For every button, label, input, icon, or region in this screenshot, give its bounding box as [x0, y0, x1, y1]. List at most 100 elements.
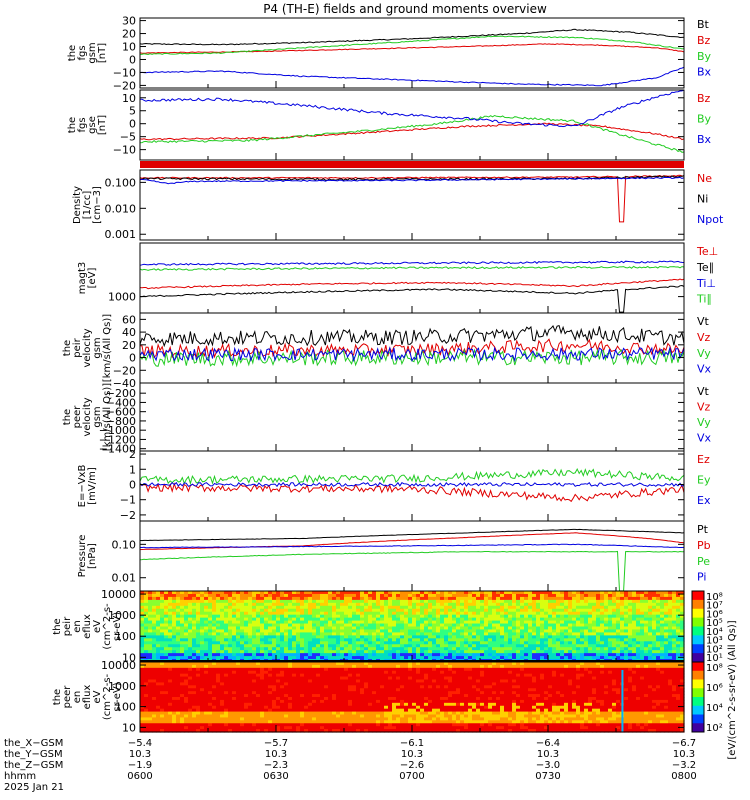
heatmap-cell — [660, 647, 665, 651]
heatmap-cell — [204, 602, 209, 607]
heatmap-cell — [236, 650, 241, 654]
heatmap-cell — [320, 685, 325, 689]
heatmap-cell — [376, 641, 381, 645]
heatmap-cell — [376, 656, 381, 660]
heatmap-cell — [220, 599, 225, 604]
heatmap-cell — [380, 614, 385, 619]
heatmap-cell — [492, 617, 497, 622]
heatmap-cell — [296, 694, 301, 698]
heatmap-cell — [460, 626, 465, 631]
heatmap-cell — [564, 638, 569, 642]
heatmap-cell — [184, 650, 189, 654]
heatmap-cell — [384, 656, 389, 660]
heatmap-cell — [180, 667, 185, 672]
heatmap-cell — [260, 694, 265, 698]
heatmap-cell — [304, 720, 309, 724]
heatmap-cell — [544, 623, 549, 628]
heatmap-cell — [188, 632, 193, 636]
heatmap-cell — [640, 611, 645, 616]
heatmap-cell — [220, 670, 225, 675]
heatmap-cell — [448, 593, 453, 598]
heatmap-cell — [440, 608, 445, 613]
heatmap-cell — [188, 664, 193, 669]
heatmap-cell — [308, 656, 313, 660]
heatmap-cell — [156, 620, 161, 625]
heatmap-cell — [176, 723, 181, 727]
heatmap-cell — [312, 673, 317, 678]
heatmap-cell — [192, 656, 197, 660]
heatmap-cell — [424, 641, 429, 645]
heatmap-cell — [628, 626, 633, 631]
heatmap-cell — [636, 623, 641, 628]
heatmap-cell — [412, 602, 417, 607]
heatmap-cell — [168, 670, 173, 675]
heatmap-cell — [664, 620, 669, 625]
heatmap-cell — [448, 596, 453, 601]
series-temps-Ti∥ — [139, 265, 685, 271]
heatmap-cell — [488, 629, 493, 634]
heatmap-cell — [356, 596, 361, 601]
heatmap-cell — [412, 605, 417, 610]
heatmap-cell — [336, 691, 341, 695]
heatmap-cell — [376, 614, 381, 619]
heatmap-cell — [204, 614, 209, 619]
heatmap-cell — [532, 653, 537, 657]
heatmap-cell — [248, 638, 253, 642]
heatmap-cell — [268, 708, 273, 713]
heatmap-cell — [280, 670, 285, 675]
heatmap-cell — [440, 605, 445, 610]
heatmap-cell — [332, 617, 337, 622]
heatmap-cell — [228, 723, 233, 727]
heatmap-cell — [604, 641, 609, 645]
heatmap-cell — [140, 667, 145, 672]
heatmap-cell — [636, 626, 641, 631]
heatmap-cell — [640, 608, 645, 613]
heatmap-cell — [528, 656, 533, 660]
heatmap-cell — [352, 708, 357, 713]
heatmap-cell — [356, 605, 361, 610]
heatmap-cell — [440, 623, 445, 628]
heatmap-cell — [308, 638, 313, 642]
heatmap-cell — [212, 647, 217, 651]
heatmap-cell — [616, 602, 621, 607]
heatmap-cell — [676, 641, 681, 645]
heatmap-cell — [276, 711, 281, 716]
heatmap-cell — [440, 596, 445, 601]
heatmap-cell — [476, 617, 481, 622]
heatmap-cell — [344, 667, 349, 672]
heatmap-cell — [564, 635, 569, 639]
heatmap-cell — [408, 602, 413, 607]
heatmap-cell — [296, 682, 301, 686]
heatmap-cell — [260, 599, 265, 604]
heatmap-cell — [400, 602, 405, 607]
ylabel-peir_eflux: sr-eV) — [112, 612, 123, 641]
heatmap-cell — [248, 670, 253, 675]
legend-fgs_gse-Bz: Bz — [697, 92, 711, 105]
heatmap-cell — [160, 593, 165, 598]
heatmap-cell — [544, 629, 549, 634]
heatmap-cell — [376, 605, 381, 610]
heatmap-cell — [348, 670, 353, 675]
heatmap-cell — [364, 650, 369, 654]
heatmap-cell — [300, 705, 305, 710]
heatmap-cell — [252, 676, 257, 681]
heatmap-cell — [580, 647, 585, 651]
heatmap-cell — [244, 635, 249, 639]
heatmap-cell — [648, 593, 653, 598]
heatmap-cell — [516, 656, 521, 660]
heatmap-cell — [272, 670, 277, 675]
heatmap-cell — [668, 605, 673, 610]
ytick-label-peir_eflux: 100 — [115, 630, 136, 643]
heatmap-cell — [324, 593, 329, 598]
heatmap-cell — [208, 673, 213, 678]
heatmap-cell — [616, 626, 621, 631]
heatmap-cell — [168, 647, 173, 651]
heatmap-cell — [372, 662, 377, 666]
heatmap-cell — [284, 676, 289, 681]
heatmap-cell — [420, 608, 425, 613]
heatmap-cell — [488, 611, 493, 616]
heatmap-cell — [612, 602, 617, 607]
heatmap-cell — [176, 714, 181, 719]
heatmap-cell — [208, 667, 213, 672]
heatmap-cell — [232, 608, 237, 613]
